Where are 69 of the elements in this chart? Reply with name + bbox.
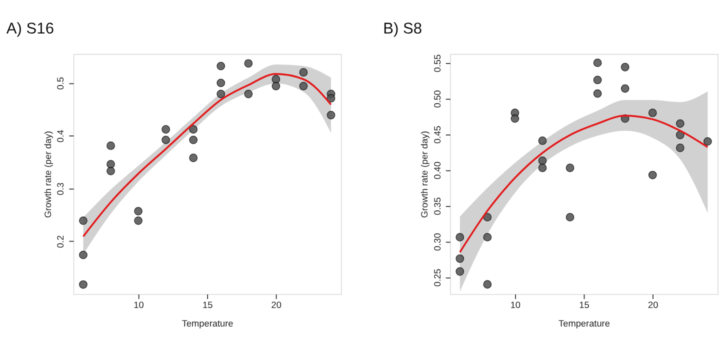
point [456, 254, 464, 263]
point [538, 164, 547, 172]
point [244, 90, 253, 98]
y-tick-label: 0.35 [432, 197, 442, 216]
point [134, 206, 142, 216]
point [456, 233, 464, 242]
point [703, 137, 712, 146]
point [456, 267, 464, 276]
point [189, 154, 198, 162]
point [244, 59, 253, 68]
point [189, 125, 198, 134]
point [216, 90, 226, 98]
point [483, 280, 492, 289]
y-tick-label: 0.50 [432, 90, 442, 108]
x-tick-label: 20 [271, 300, 282, 310]
point [299, 68, 308, 77]
x-tick-label: 15 [202, 300, 213, 310]
y-tick-label: 0.40 [432, 162, 442, 180]
point [272, 82, 280, 90]
x-tick-label: 15 [579, 300, 590, 310]
point [510, 114, 520, 123]
point [648, 170, 657, 180]
x-axis-title: Temperature [558, 318, 610, 329]
point [593, 58, 602, 68]
point [79, 216, 88, 225]
y-tick-label: 0.4 [56, 130, 66, 143]
y-tick-label: 0.2 [56, 235, 66, 248]
y-tick-label: 0.3 [56, 182, 66, 196]
y-tick-label: 0.5 [56, 77, 66, 90]
point [326, 110, 336, 120]
point [106, 142, 115, 150]
point [620, 84, 630, 93]
point [648, 108, 657, 118]
line-series [458, 114, 709, 254]
point [566, 164, 574, 172]
point [566, 212, 574, 222]
point [216, 62, 226, 70]
point [106, 166, 115, 176]
x-tick-label: 20 [648, 300, 658, 310]
point [189, 136, 198, 144]
point [79, 280, 88, 289]
point [676, 144, 684, 152]
point [162, 136, 170, 144]
x-axis-title: Temperature [182, 318, 234, 329]
point [483, 233, 492, 242]
point [676, 119, 684, 128]
y-tick-label: 0.25 [432, 268, 442, 287]
point [326, 94, 336, 102]
point [272, 75, 280, 84]
y-axis-title: Growth rate (per day) [420, 130, 430, 218]
y-tick-label: 0.45 [432, 126, 442, 144]
chart-title: B) S8 [383, 20, 422, 38]
point [620, 62, 630, 72]
point [593, 76, 602, 84]
x-tick-label: 10 [134, 300, 144, 310]
point [162, 125, 170, 134]
chart-title: A) S16 [6, 20, 54, 38]
x-tick-label: 10 [510, 300, 521, 310]
point [134, 216, 142, 225]
point [79, 250, 88, 260]
point [299, 82, 308, 90]
y-tick-label: 0.55 [432, 54, 442, 72]
y-tick-label: 0.30 [432, 233, 442, 251]
point [106, 160, 115, 168]
point [538, 136, 547, 145]
point [216, 78, 226, 88]
y-axis-title: Growth rate (per day) [42, 130, 53, 218]
point [593, 89, 602, 98]
point [538, 156, 547, 165]
